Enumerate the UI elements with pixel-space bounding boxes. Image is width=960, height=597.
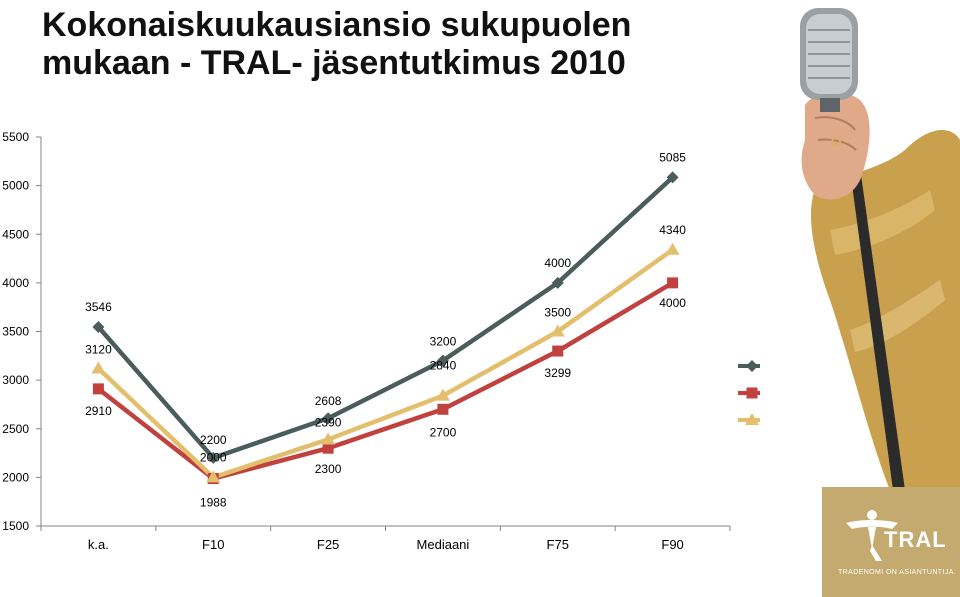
data-point-marker: [550, 324, 565, 337]
data-point-marker: [92, 383, 104, 395]
x-tick-label: F25: [317, 537, 339, 552]
data-point-marker: [321, 432, 336, 445]
data-point-marker: [665, 242, 680, 255]
data-label: 3500: [544, 306, 571, 320]
series-line-mies: [96, 175, 675, 461]
data-label: 2608: [315, 394, 342, 408]
x-tick-label: Mediaani: [417, 537, 470, 552]
data-point-marker: [667, 277, 679, 289]
x-tick-label: F10: [202, 537, 224, 552]
tral-slogan: TRADENOMI ON ASIANTUNTIJA.: [838, 569, 957, 576]
data-label: 4000: [659, 296, 686, 310]
data-label: 3120: [85, 342, 112, 356]
data-point-marker: [746, 360, 758, 372]
series-line-nainen: [96, 280, 675, 481]
data-label: 2840: [430, 359, 457, 373]
y-tick-label: 1500: [2, 519, 29, 533]
data-label: 3299: [544, 366, 571, 380]
x-tick-label: k.a.: [88, 537, 109, 552]
data-point-marker: [435, 388, 450, 401]
data-point-marker: [92, 321, 105, 334]
data-label: 2390: [315, 415, 342, 429]
data-point-marker: [91, 361, 106, 374]
data-label: 1988: [200, 496, 227, 510]
y-tick-label: 3500: [2, 325, 29, 339]
data-label: 5085: [659, 150, 686, 164]
series-line-yhteensä: [96, 247, 675, 480]
data-point-marker: [436, 354, 449, 367]
data-point-marker: [745, 413, 759, 425]
data-label: 2300: [315, 462, 342, 476]
y-tick-label: 5500: [2, 130, 29, 144]
line-chart: 1500 2000 2500 3000 3500 4000 4500 5000 5500 k.a.…: [2, 130, 760, 552]
tral-figure-icon: [846, 510, 898, 561]
y-tick-label: 4000: [2, 276, 29, 290]
chart-title: Kokonaiskuukausiansio sukupuolen mukaan …: [42, 6, 632, 82]
data-point-marker: [206, 470, 221, 483]
tral-logo: TRAL TRADENOMI ON ASIANTUNTIJA.: [822, 487, 960, 597]
data-label: 2000: [200, 450, 227, 464]
y-tick-label: 4500: [2, 227, 29, 241]
y-tick-label: 5000: [2, 179, 29, 193]
data-label: 4000: [544, 256, 571, 270]
data-point-marker: [437, 403, 449, 415]
data-label: 3200: [430, 335, 457, 349]
data-label: 2910: [85, 404, 112, 418]
data-point-marker: [552, 345, 564, 357]
y-tick-label: 2500: [2, 422, 29, 436]
y-tick-label: 3000: [2, 373, 29, 387]
tral-wordmark: TRAL: [884, 527, 947, 552]
data-point-marker: [551, 276, 564, 289]
x-tick-label: F90: [661, 537, 683, 552]
singer-with-microphone-image: [800, 8, 960, 490]
x-tick-label: F75: [547, 537, 569, 552]
data-label: 3546: [85, 300, 112, 314]
data-point-marker: [207, 451, 220, 464]
y-tick-label: 2000: [2, 470, 29, 484]
data-label: 4340: [659, 223, 686, 237]
data-point-marker: [322, 412, 335, 425]
data-point-marker: [322, 442, 334, 454]
data-label: 2700: [430, 425, 457, 439]
data-point-marker: [666, 171, 679, 184]
data-point-marker: [746, 387, 758, 399]
data-label: 2200: [200, 433, 227, 447]
